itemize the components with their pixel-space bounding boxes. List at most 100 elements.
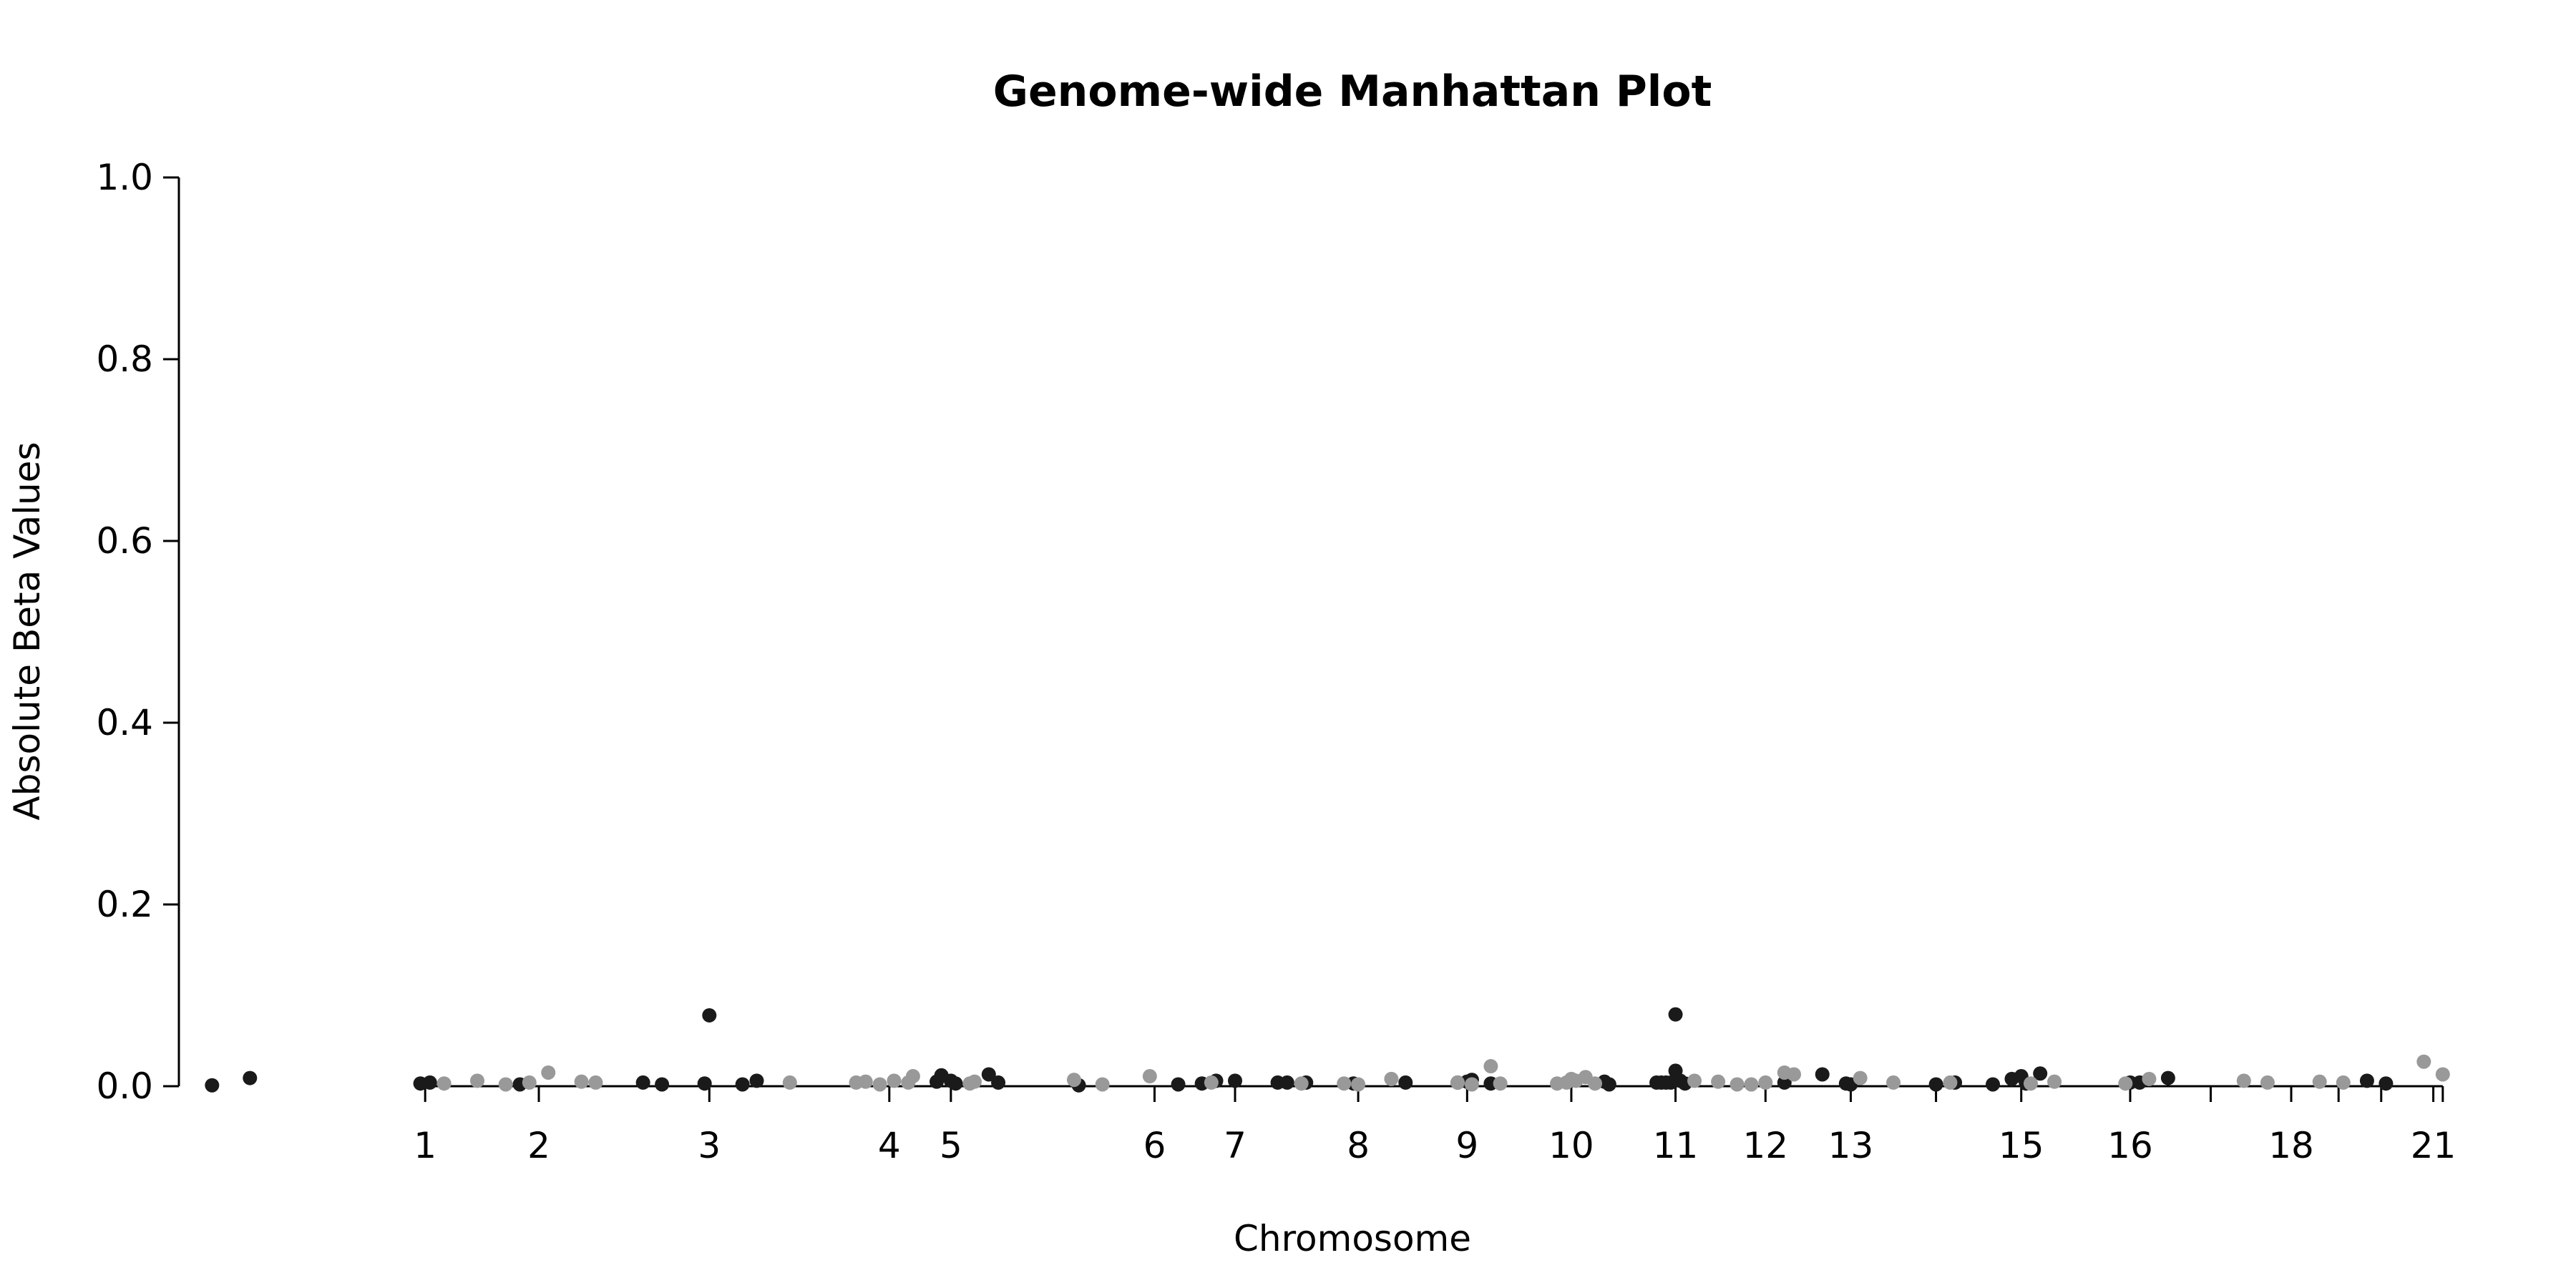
- x-tick-label: 11: [1653, 1125, 1699, 1166]
- x-tick-label: 8: [1347, 1125, 1370, 1166]
- data-point: [655, 1077, 670, 1092]
- data-point: [1095, 1077, 1110, 1092]
- x-tick-label: 6: [1143, 1125, 1166, 1166]
- data-point: [1066, 1073, 1081, 1088]
- data-point: [1744, 1077, 1759, 1092]
- chart-title: Genome-wide Manhattan Plot: [993, 67, 1712, 117]
- data-point: [735, 1077, 750, 1092]
- data-point: [541, 1065, 556, 1080]
- data-point: [1279, 1075, 1294, 1090]
- data-point: [1171, 1077, 1186, 1092]
- x-tick-label: 5: [940, 1125, 962, 1166]
- x-tick-label: 15: [1999, 1125, 2044, 1166]
- data-point: [1943, 1075, 1958, 1090]
- y-tick-label: 0.8: [96, 338, 153, 380]
- data-point: [574, 1074, 589, 1089]
- data-point: [498, 1077, 513, 1092]
- data-point: [1204, 1075, 1219, 1090]
- x-tick-label: 10: [1548, 1125, 1594, 1166]
- data-point: [702, 1008, 717, 1023]
- data-point: [2033, 1066, 2048, 1081]
- data-point: [1886, 1075, 1901, 1090]
- data-point: [1337, 1076, 1352, 1091]
- data-point: [1483, 1059, 1498, 1074]
- data-point: [1729, 1077, 1745, 1092]
- x-tick-label: 21: [2411, 1125, 2457, 1166]
- data-point: [2236, 1073, 2251, 1088]
- x-tick-label: 12: [1743, 1125, 1789, 1166]
- data-point: [2416, 1054, 2431, 1069]
- x-tick-label: 16: [2107, 1125, 2153, 1166]
- data-point: [991, 1075, 1006, 1090]
- data-point: [905, 1069, 920, 1084]
- data-point: [858, 1074, 873, 1089]
- data-points: [205, 1007, 2450, 1093]
- data-point: [1351, 1077, 1366, 1092]
- data-point: [967, 1074, 982, 1089]
- data-point: [1450, 1075, 1465, 1090]
- data-point: [1464, 1077, 1479, 1092]
- data-point: [436, 1076, 452, 1091]
- data-point: [2023, 1076, 2038, 1091]
- x-axis: 1 2 3 4 5 6 7 8 9 10 11 12 13 15 16 18 21: [414, 1085, 2456, 1166]
- data-point: [635, 1075, 650, 1090]
- data-point: [1777, 1075, 1792, 1090]
- y-tick-label: 0.4: [96, 702, 153, 743]
- y-ticks: 0.0 0.2 0.4 0.6 0.8 1.0: [96, 157, 179, 1107]
- data-point: [1588, 1076, 1603, 1091]
- data-point: [887, 1073, 902, 1088]
- y-tick-label: 0.6: [96, 520, 153, 562]
- data-point: [1384, 1071, 1399, 1086]
- data-point: [1787, 1067, 1802, 1082]
- y-axis-label: Absolute Beta Values: [6, 442, 48, 821]
- data-point: [2260, 1075, 2275, 1090]
- data-point: [981, 1067, 996, 1082]
- data-point: [588, 1075, 603, 1090]
- data-point: [205, 1078, 220, 1093]
- data-point: [1668, 1007, 1683, 1022]
- y-axis: 0.0 0.2 0.4 0.6 0.8 1.0: [96, 157, 180, 1107]
- x-axis-label: Chromosome: [1234, 1218, 1471, 1259]
- data-point: [243, 1070, 258, 1085]
- data-point: [1687, 1073, 1702, 1088]
- data-point: [948, 1076, 963, 1091]
- data-point: [469, 1073, 484, 1088]
- y-tick-label: 1.0: [96, 157, 153, 198]
- data-point: [422, 1075, 437, 1090]
- data-point: [1758, 1075, 1773, 1090]
- x-tick-label: 9: [1455, 1125, 1478, 1166]
- x-tick-label: 13: [1828, 1125, 1874, 1166]
- y-tick-label: 0.0: [96, 1065, 153, 1107]
- data-point: [1986, 1077, 2001, 1092]
- x-ticks: 1 2 3 4 5 6 7 8 9 10 11 12 13 15 16 18 21: [414, 1086, 2456, 1166]
- x-tick-label: 1: [414, 1125, 436, 1166]
- data-point: [1815, 1067, 1830, 1082]
- x-tick-label: 3: [698, 1125, 721, 1166]
- data-point: [2435, 1067, 2450, 1082]
- data-point: [1294, 1076, 1309, 1091]
- data-point: [1711, 1074, 1726, 1089]
- data-point: [749, 1073, 764, 1088]
- data-point: [1398, 1075, 1413, 1090]
- data-point: [1493, 1076, 1508, 1091]
- data-point: [1228, 1073, 1243, 1088]
- data-point: [522, 1075, 537, 1090]
- data-point: [2047, 1074, 2062, 1089]
- data-point: [2379, 1076, 2394, 1091]
- data-point: [2336, 1075, 2351, 1090]
- data-point: [1928, 1077, 1943, 1092]
- data-point: [697, 1076, 712, 1091]
- x-tick-label: 2: [527, 1125, 550, 1166]
- data-point: [2118, 1076, 2133, 1091]
- x-tick-label: 7: [1224, 1125, 1246, 1166]
- data-point: [2312, 1074, 2327, 1089]
- data-point: [2160, 1070, 2175, 1085]
- data-point: [1601, 1077, 1616, 1092]
- data-point: [1142, 1069, 1157, 1084]
- x-tick-label: 18: [2268, 1125, 2314, 1166]
- data-point: [2142, 1071, 2157, 1086]
- data-point: [1853, 1070, 1868, 1085]
- data-point: [782, 1075, 797, 1090]
- y-tick-label: 0.2: [96, 884, 153, 925]
